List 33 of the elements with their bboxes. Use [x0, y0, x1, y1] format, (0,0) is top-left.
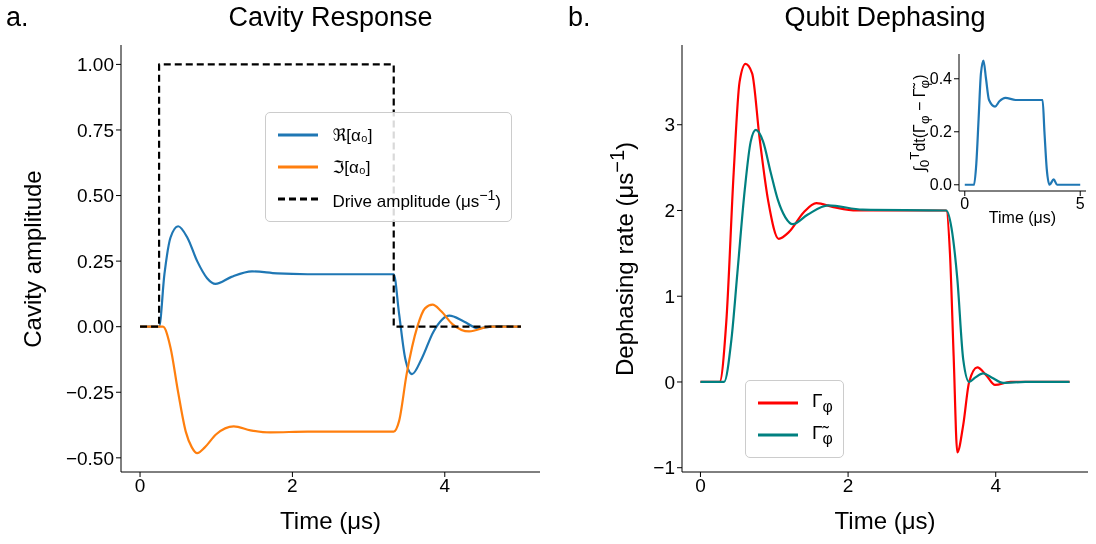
- x-axis-title: Time (μs): [988, 209, 1057, 226]
- x-tick-label: 0: [695, 475, 706, 497]
- y-tick-label: −1: [653, 457, 675, 479]
- y-tick-label: 0.25: [77, 250, 114, 272]
- legend-label: ℜ[α₀]: [332, 124, 373, 146]
- y-tick-label: −0.50: [65, 447, 114, 469]
- x-tick-label: 4: [439, 475, 451, 497]
- x-tick-label: 0: [134, 475, 146, 497]
- text: b.: [568, 2, 591, 32]
- x-tick-label: 2: [842, 475, 854, 497]
- y-tick-label: 0.50: [77, 185, 114, 207]
- y-tick-label: 0.75: [77, 119, 114, 141]
- x-tick-label: 2: [287, 475, 298, 497]
- text: a.: [6, 2, 29, 32]
- legend-label: ℑ[α₀]: [332, 156, 371, 178]
- x-axis-title: Time (μs): [834, 507, 936, 534]
- legend-label: Γ$_{φ}$: [812, 390, 833, 416]
- y-tick-label: 0.0: [929, 176, 953, 194]
- y-tick-label: 3: [664, 114, 675, 136]
- chart-title: Cavity Response: [228, 2, 433, 32]
- x-tick-label: 4: [990, 475, 1002, 497]
- chart-title: Qubit Dephasing: [784, 2, 986, 32]
- y-tick-label: −0.25: [65, 382, 114, 404]
- legend-label: Drive amplitude (μs$^{−1}$): [332, 186, 501, 212]
- y-tick-label: 0.00: [77, 316, 114, 338]
- y-tick-label: 0: [664, 371, 675, 393]
- line-series: [963, 59, 1082, 186]
- x-tick-label: 5: [1075, 195, 1085, 213]
- x-axis-title: Time (μs): [280, 507, 381, 534]
- y-axis-title: Cavity amplitude: [19, 169, 46, 348]
- legend-label: Γ̃$_{φ}$: [812, 422, 833, 448]
- y-tick-label: 1: [664, 285, 675, 307]
- y-tick-label: 1.00: [77, 54, 114, 76]
